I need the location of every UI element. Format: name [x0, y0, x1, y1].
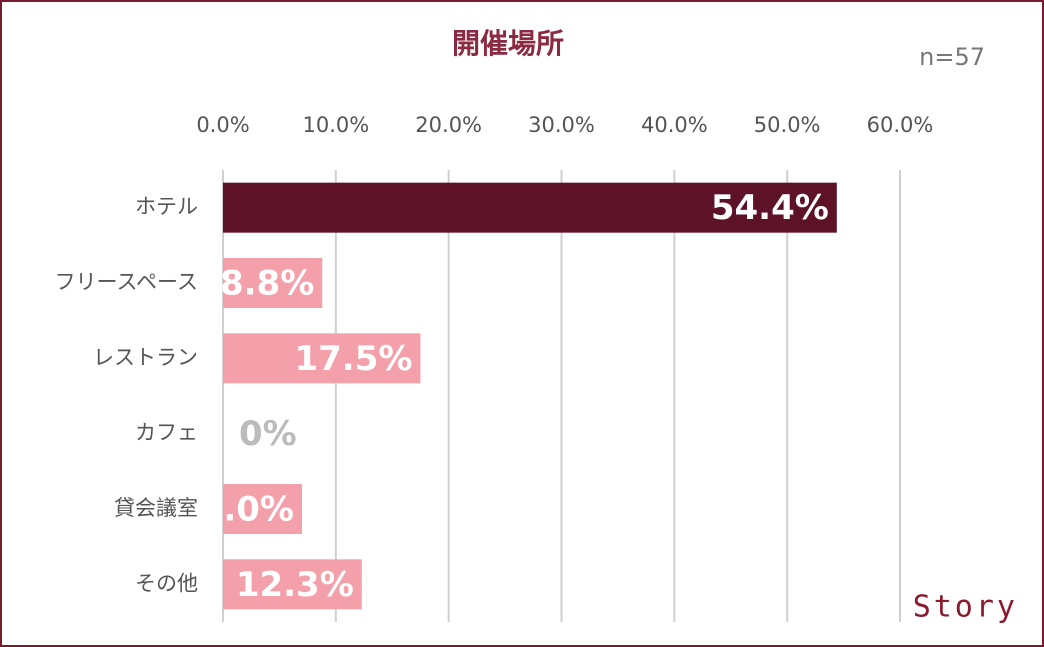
x-tick-label: 30.0% — [528, 113, 595, 137]
value-label: 7.0% — [200, 490, 294, 530]
value-label: 54.4% — [711, 188, 829, 228]
x-tick-label: 10.0% — [302, 113, 369, 137]
category-label: レストラン — [93, 345, 198, 369]
x-tick-label: 0.0% — [196, 113, 249, 137]
x-tick-label: 60.0% — [867, 113, 934, 137]
category-label: カフェ — [135, 421, 198, 445]
x-tick-label: 40.0% — [641, 113, 708, 137]
category-label: フリースペース — [55, 270, 198, 294]
bar — [223, 484, 302, 534]
bar — [223, 182, 837, 233]
value-label: 0% — [239, 414, 297, 454]
sample-size: n=57 — [919, 43, 985, 71]
brand-logo: Story — [913, 590, 1018, 625]
value-label: 12.3% — [236, 565, 354, 605]
value-label: 8.8% — [220, 264, 314, 304]
category-label: 貸会議室 — [114, 496, 198, 520]
bar — [223, 258, 323, 308]
category-label: その他 — [135, 571, 198, 595]
category-label: ホテル — [135, 195, 198, 219]
x-tick-label: 50.0% — [754, 113, 821, 137]
x-tick-label: 20.0% — [415, 113, 482, 137]
bar — [223, 333, 421, 384]
value-label: 17.5% — [294, 339, 412, 379]
chart-title: 開催場所 — [452, 27, 564, 60]
bar — [223, 559, 362, 610]
